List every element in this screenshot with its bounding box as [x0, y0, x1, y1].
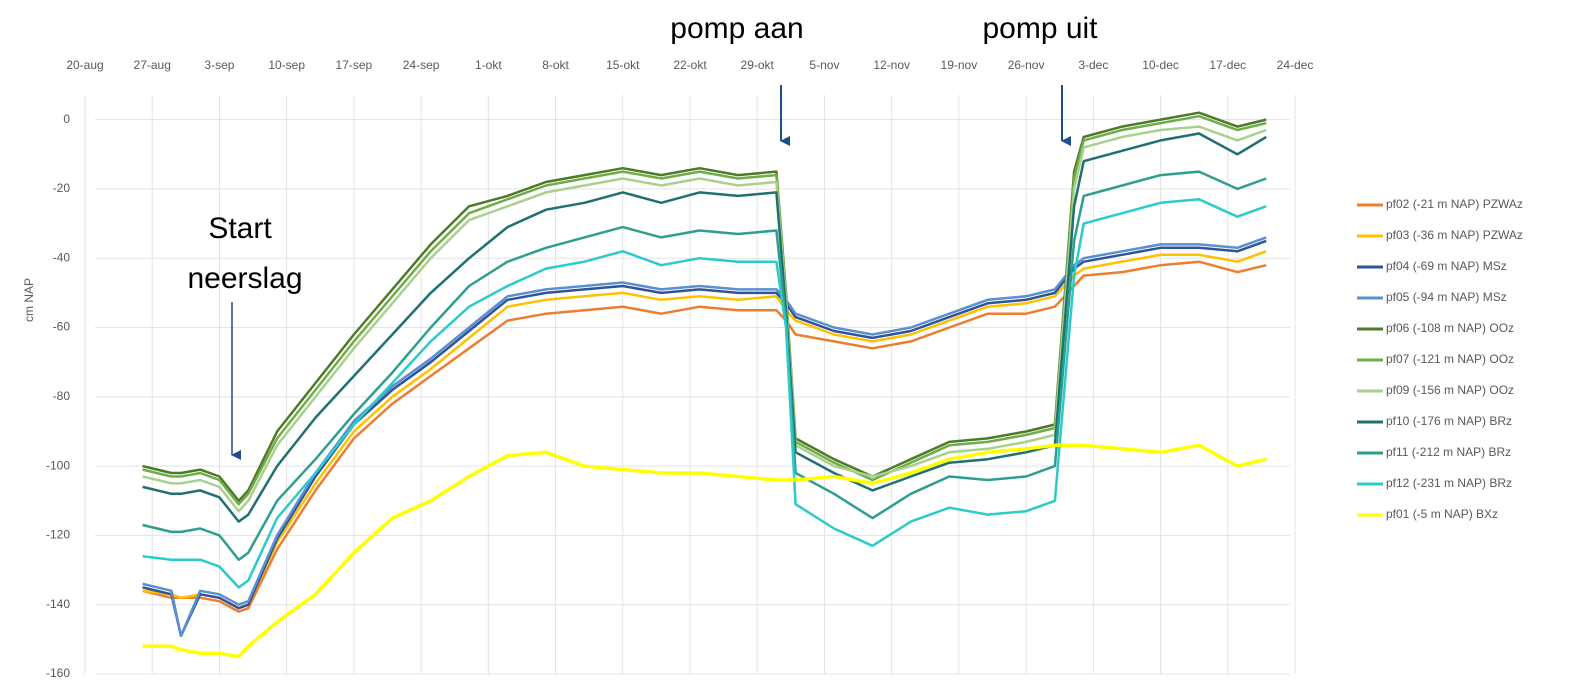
annotation: neerslag	[187, 262, 302, 295]
legend-label: pf12 (-231 m NAP) BRz	[1386, 476, 1512, 490]
y-tick-label: -80	[53, 389, 71, 403]
y-tick-label: -40	[53, 250, 71, 264]
y-tick-label: 0	[63, 112, 70, 126]
x-tick-label: 8-okt	[542, 58, 569, 72]
series-line	[142, 132, 1267, 523]
annotation: Start	[208, 212, 272, 245]
x-tick-label: 29-okt	[741, 58, 775, 72]
x-tick-label: 3-sep	[204, 58, 234, 72]
y-tick-label: -140	[46, 597, 70, 611]
annotation: pomp uit	[982, 12, 1098, 45]
x-tick-label: 19-nov	[941, 58, 978, 72]
annotation: pomp aan	[670, 12, 803, 45]
y-tick-label: -20	[53, 181, 71, 195]
x-tick-label: 3-dec	[1078, 58, 1108, 72]
series-line	[142, 239, 1267, 638]
series-line	[142, 114, 1267, 506]
legend-label: pf06 (-108 m NAP) OOz	[1386, 321, 1514, 335]
grid	[84, 95, 1296, 675]
series-line	[142, 198, 1267, 589]
legend-label: pf01 (-5 m NAP) BXz	[1386, 507, 1498, 521]
x-tick-label: 12-nov	[873, 58, 910, 72]
series-line	[142, 170, 1267, 561]
y-axis-label: cm NAP	[22, 278, 36, 322]
x-tick-label: 24-sep	[403, 58, 440, 72]
x-tick-label: 15-okt	[606, 58, 640, 72]
series-line	[142, 443, 1267, 659]
legend-label: pf07 (-121 m NAP) OOz	[1386, 352, 1514, 366]
series-line	[142, 111, 1267, 503]
x-tick-label: 27-aug	[134, 58, 171, 72]
x-tick-label: 17-sep	[336, 58, 373, 72]
legend-label: pf04 (-69 m NAP) MSz	[1386, 259, 1507, 273]
legend-label: pf05 (-94 m NAP) MSz	[1386, 290, 1507, 304]
x-tick-label: 24-dec	[1277, 58, 1314, 72]
y-tick-label: -120	[46, 528, 70, 542]
series-line	[142, 260, 1267, 613]
x-tick-label: 10-dec	[1142, 58, 1179, 72]
legend-label: pf11 (-212 m NAP) BRz	[1386, 445, 1511, 459]
x-tick-label: 10-sep	[268, 58, 305, 72]
series-line	[142, 236, 1267, 638]
y-tick-label: -160	[46, 666, 70, 680]
x-tick-label: 1-okt	[475, 58, 502, 72]
legend-label: pf09 (-156 m NAP) OOz	[1386, 383, 1514, 397]
series-line	[142, 250, 1267, 610]
y-tick-label: -100	[46, 458, 70, 472]
x-tick-label: 20-aug	[66, 58, 103, 72]
legend-label: pf10 (-176 m NAP) BRz	[1386, 414, 1512, 428]
legend-label: pf02 (-21 m NAP) PZWAz	[1386, 197, 1523, 211]
x-tick-label: 17-dec	[1209, 58, 1246, 72]
x-tick-label: 5-nov	[809, 58, 839, 72]
x-tick-label: 26-nov	[1008, 58, 1045, 72]
y-tick-label: -60	[53, 320, 71, 334]
legend-label: pf03 (-36 m NAP) PZWAz	[1386, 228, 1523, 242]
series-line	[142, 125, 1267, 513]
x-tick-label: 22-okt	[673, 58, 707, 72]
